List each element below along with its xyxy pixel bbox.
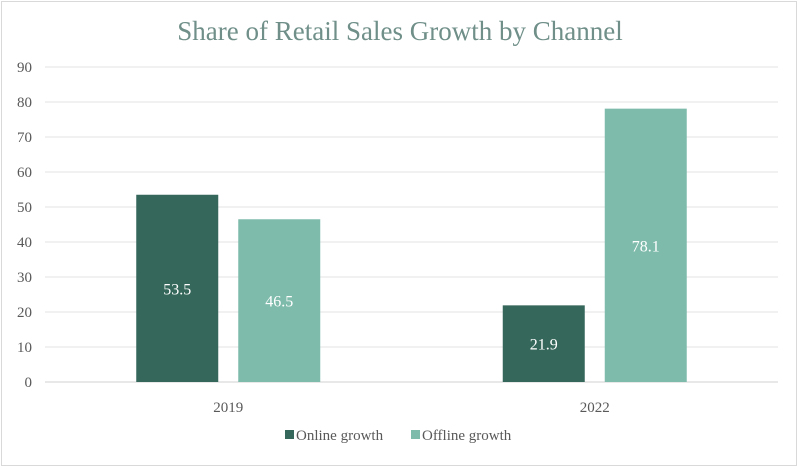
y-tick-label: 80 xyxy=(17,95,32,111)
legend-swatch xyxy=(285,430,294,439)
y-tick-label: 90 xyxy=(17,60,32,76)
y-tick-label: 20 xyxy=(17,305,32,321)
bars xyxy=(136,108,687,383)
y-tick-label: 0 xyxy=(25,375,33,391)
data-label: 46.5 xyxy=(265,294,293,311)
y-tick-label: 50 xyxy=(17,200,32,216)
data-label: 53.5 xyxy=(163,281,191,298)
y-tick-label: 60 xyxy=(17,165,32,181)
y-tick-label: 70 xyxy=(17,130,32,146)
legend-label: Online growth xyxy=(296,428,384,444)
data-label: 78.1 xyxy=(632,238,660,255)
bar xyxy=(502,305,585,382)
y-tick-label: 30 xyxy=(17,270,32,286)
legend-swatch xyxy=(411,430,420,439)
legend-label: Offline growth xyxy=(422,428,512,444)
data-label: 21.9 xyxy=(530,337,558,354)
y-axis: 0 10 20 30 40 50 60 70 80 90 xyxy=(17,60,32,391)
y-tick-label: 10 xyxy=(17,340,32,356)
legend: Online growth Offline growth xyxy=(285,428,512,444)
x-tick-label: 2022 xyxy=(580,400,610,416)
bar xyxy=(238,219,321,382)
x-axis: 2019 2022 xyxy=(213,400,610,416)
chart-title: Share of Retail Sales Growth by Channel xyxy=(177,16,622,46)
x-tick-label: 2019 xyxy=(213,400,243,416)
y-tick-label: 40 xyxy=(17,235,32,251)
value-labels: 53.5 46.5 21.9 78.1 xyxy=(163,238,660,353)
bar xyxy=(604,108,687,383)
bar xyxy=(136,194,219,382)
